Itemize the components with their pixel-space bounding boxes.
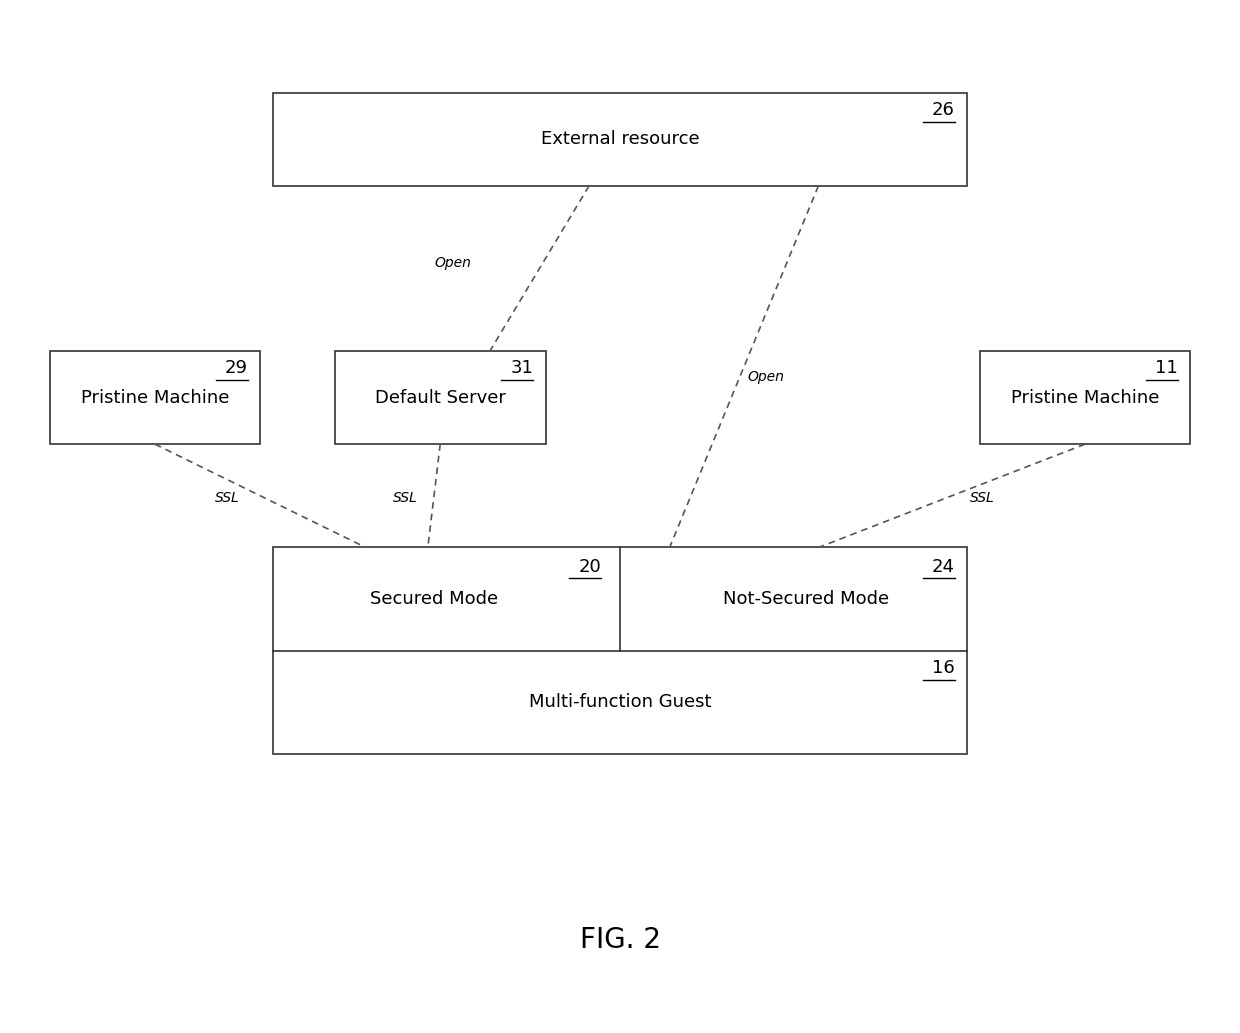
FancyBboxPatch shape	[273, 93, 967, 186]
Text: SSL: SSL	[393, 491, 418, 505]
Text: SSL: SSL	[215, 491, 239, 505]
Text: 20: 20	[579, 558, 601, 575]
Text: Open: Open	[748, 370, 785, 384]
Text: Secured Mode: Secured Mode	[370, 590, 498, 608]
Text: FIG. 2: FIG. 2	[579, 926, 661, 954]
FancyBboxPatch shape	[273, 547, 967, 754]
Text: Default Server: Default Server	[374, 388, 506, 407]
Text: Open: Open	[434, 256, 471, 271]
Text: 16: 16	[932, 659, 955, 677]
Text: SSL: SSL	[970, 491, 994, 505]
Text: Not-Secured Mode: Not-Secured Mode	[723, 590, 889, 608]
Text: Multi-function Guest: Multi-function Guest	[528, 693, 712, 712]
Text: 26: 26	[932, 101, 955, 119]
Text: 11: 11	[1156, 359, 1178, 377]
Text: Pristine Machine: Pristine Machine	[1011, 388, 1159, 407]
Text: 24: 24	[931, 558, 955, 575]
FancyBboxPatch shape	[980, 351, 1190, 444]
Text: 29: 29	[224, 359, 248, 377]
Text: 31: 31	[511, 359, 533, 377]
Text: External resource: External resource	[541, 130, 699, 149]
FancyBboxPatch shape	[50, 351, 260, 444]
Text: Pristine Machine: Pristine Machine	[81, 388, 229, 407]
FancyBboxPatch shape	[335, 351, 546, 444]
